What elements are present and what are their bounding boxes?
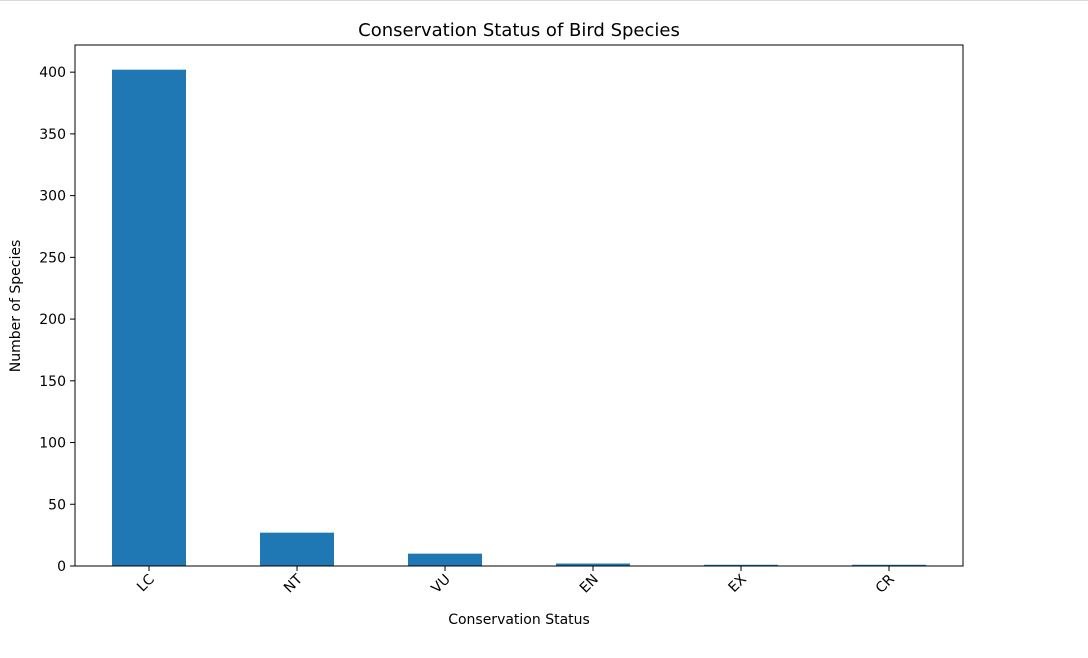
bar-cr (852, 564, 926, 566)
bar-lc (112, 69, 186, 566)
x-tick-label-nt: NT (281, 571, 306, 596)
plot-area-frame (74, 44, 964, 567)
x-axis-ticks: LC NT VU EN EX CR (134, 566, 898, 597)
y-tick-label: 50 (48, 497, 66, 513)
y-tick-label: 350 (39, 127, 66, 143)
cell-top-border (0, 0, 1088, 1)
x-tick-label-lc: LC (134, 571, 158, 595)
y-axis-ticks: 0 50 100 150 200 250 300 350 400 (39, 65, 75, 575)
y-tick-label: 400 (39, 65, 66, 81)
bars-group (112, 69, 926, 566)
bar-en (556, 563, 630, 566)
x-tick-label-en: EN (577, 572, 602, 597)
x-axis-label: Conservation Status (448, 612, 590, 628)
y-axis-label: Number of Species (8, 240, 24, 373)
y-tick-label: 300 (39, 189, 66, 205)
bar-nt (260, 532, 334, 566)
y-tick-label: 100 (39, 436, 66, 452)
y-tick-label: 150 (39, 374, 66, 390)
y-tick-label: 250 (39, 250, 66, 266)
chart-title: Conservation Status of Bird Species (358, 20, 680, 41)
x-tick-label-ex: EX (725, 571, 750, 596)
y-tick-label: 0 (57, 559, 66, 575)
bar-vu (408, 553, 482, 566)
bar-ex (704, 564, 778, 566)
x-tick-label-vu: VU (428, 572, 453, 597)
y-tick-label: 200 (39, 312, 66, 328)
x-tick-label-cr: CR (873, 571, 898, 596)
